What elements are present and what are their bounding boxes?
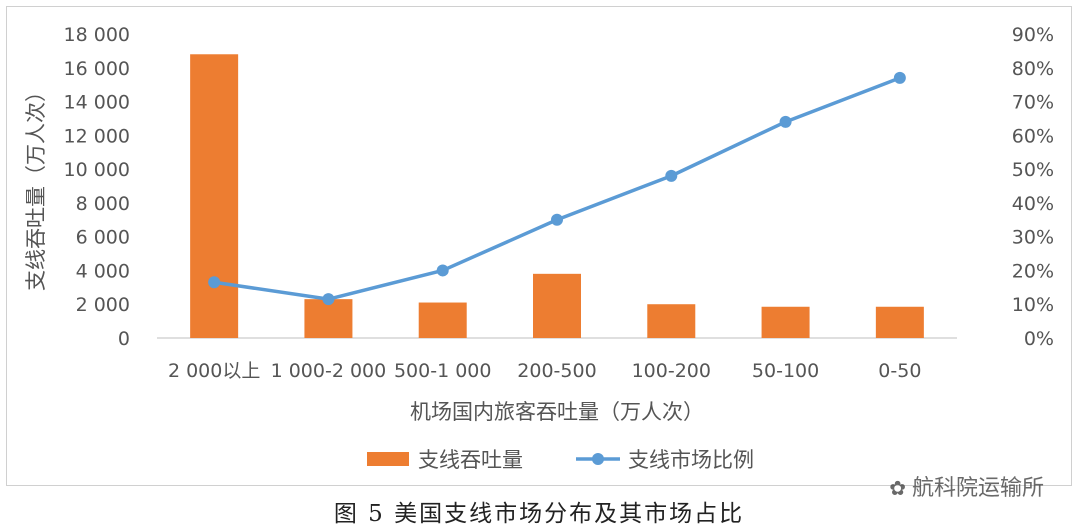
y-left-tick-label: 16 000 <box>64 58 130 80</box>
x-axis-title: 机场国内旅客吞吐量（万人次） <box>410 400 704 424</box>
y-right-tick-label: 10% <box>1012 294 1054 316</box>
figure-caption: 图 5 美国支线市场分布及其市场占比 <box>333 501 745 527</box>
line-point <box>893 71 906 84</box>
x-tick-labels: 2 000以上 1 000-2 000 500-1 000 200-500 100-20… <box>168 360 921 382</box>
y-right-tick-labels: 0% 10% 20% 30% 40% 50% 60% 70% 80% 90% <box>1012 24 1054 350</box>
y-left-tick-label: 8 000 <box>76 193 130 215</box>
line-series-points <box>208 71 906 306</box>
y-left-tick-label: 6 000 <box>76 227 130 249</box>
y-left-tick-label: 0 <box>118 328 130 350</box>
y-right-tick-label: 60% <box>1012 125 1054 147</box>
watermark-text: 航科院运输所 <box>911 476 1044 501</box>
line-point <box>208 276 221 289</box>
y-left-tick-label: 4 000 <box>76 260 130 282</box>
chart-frame <box>6 6 1072 486</box>
bar <box>418 302 467 338</box>
watermark: ✿ 航科院运输所 <box>889 470 1044 502</box>
y-left-tick-label: 2 000 <box>76 294 130 316</box>
y-right-tick-label: 90% <box>1012 24 1054 46</box>
y-right-tick-label: 80% <box>1012 58 1054 80</box>
bar <box>190 54 239 339</box>
x-tick-label: 200-500 <box>517 360 596 382</box>
legend-line-marker <box>592 453 604 465</box>
y-right-tick-label: 40% <box>1012 193 1054 215</box>
line-point <box>551 213 563 226</box>
bar <box>875 306 924 338</box>
x-tick-label: 0-50 <box>878 360 921 382</box>
legend-bar-label: 支线吞吐量 <box>418 448 523 472</box>
line-point <box>665 169 678 182</box>
y-left-tick-label: 10 000 <box>64 159 130 181</box>
line-point <box>322 293 335 306</box>
x-tick-label: 2 000以上 <box>168 360 260 382</box>
legend-line-label: 支线市场比例 <box>628 448 754 472</box>
y-left-tick-labels: 0 2 000 4 000 6 000 8 000 10 000 12 000 14 000 1… <box>64 24 130 350</box>
bar <box>533 273 581 338</box>
y-right-tick-label: 0% <box>1024 328 1054 350</box>
x-tick-label: 50-100 <box>752 360 819 382</box>
x-tick-label: 500-1 000 <box>394 360 492 382</box>
line-point <box>436 264 449 277</box>
bar-series <box>190 54 924 339</box>
bar <box>304 299 353 338</box>
bar <box>647 304 696 338</box>
y-right-tick-label: 30% <box>1012 227 1054 249</box>
y-left-tick-label: 18 000 <box>64 24 130 46</box>
y-left-tick-label: 14 000 <box>64 92 130 114</box>
y-right-tick-label: 20% <box>1012 260 1054 282</box>
y-right-tick-label: 70% <box>1012 92 1054 114</box>
legend: 支线吞吐量 支线市场比例 <box>367 448 754 472</box>
line-series-path <box>213 76 901 301</box>
y-axis-title: 支线吞吐量（万人次） <box>24 81 48 291</box>
x-tick-label: 1 000-2 000 <box>271 360 387 382</box>
legend-bar-swatch <box>367 452 409 466</box>
wechat-icon: ✿ <box>889 476 906 500</box>
x-tick-label: 100-200 <box>632 360 711 382</box>
y-right-tick-label: 50% <box>1012 159 1054 181</box>
line-point <box>779 115 792 128</box>
y-left-tick-label: 12 000 <box>64 125 130 147</box>
bar <box>761 306 810 338</box>
